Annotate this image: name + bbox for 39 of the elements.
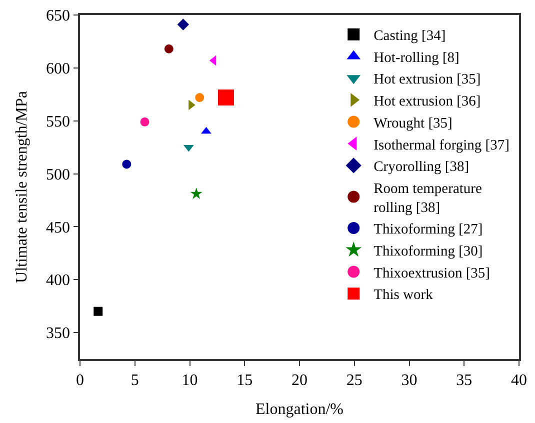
- legend-label: Hot-rolling [8]: [374, 50, 460, 66]
- x-tick-label: 15: [236, 372, 253, 389]
- legend-label: Thixoforming [27]: [374, 222, 483, 238]
- x-tick-label: 25: [346, 372, 362, 389]
- point: [94, 306, 103, 316]
- legend-label: Thixoforming [30]: [374, 244, 483, 260]
- x-tick-label: 0: [76, 372, 84, 389]
- y-tick-label: 400: [46, 272, 70, 290]
- x-axis-title: Elongation/%: [256, 401, 344, 418]
- y-tick-label: 450: [46, 219, 70, 236]
- x-tick-label: 10: [182, 372, 198, 389]
- point: [122, 160, 132, 169]
- legend-label: Hot extrusion [35]: [374, 72, 481, 88]
- legend-label: Isothermal forging [37]: [374, 137, 510, 154]
- point: [177, 18, 190, 30]
- point: [201, 126, 212, 134]
- x-tick-label: 35: [456, 372, 472, 389]
- y-tick-label: 600: [46, 60, 70, 78]
- x-tick-label: 20: [292, 372, 308, 389]
- legend-label: Casting [34]: [374, 28, 446, 44]
- y-tick-label: 350: [46, 325, 70, 342]
- point: [195, 93, 204, 102]
- legend-label: Wrought [35]: [374, 115, 452, 132]
- point: [218, 90, 234, 106]
- legend-label: This work: [374, 287, 434, 304]
- x-tick-label: 40: [511, 372, 527, 389]
- legend-label: Room temperature rolling [38]: [374, 180, 482, 216]
- y-tick-label: 550: [46, 113, 70, 130]
- legend-label: Thixoextrusion [35]: [374, 265, 490, 282]
- y-axis-title: Ultimate tensile strength/MPa: [13, 91, 30, 283]
- y-tick-label: 500: [46, 166, 70, 184]
- legend-label: Cryorolling [38]: [374, 159, 470, 176]
- point: [140, 117, 150, 126]
- y-tick-label: 650: [46, 8, 70, 25]
- point: [190, 188, 202, 199]
- point: [164, 44, 174, 54]
- x-tick-label: 5: [130, 372, 139, 389]
- x-tick-label: 30: [401, 372, 418, 389]
- legend-label: Hot extrusion [36]: [374, 94, 481, 110]
